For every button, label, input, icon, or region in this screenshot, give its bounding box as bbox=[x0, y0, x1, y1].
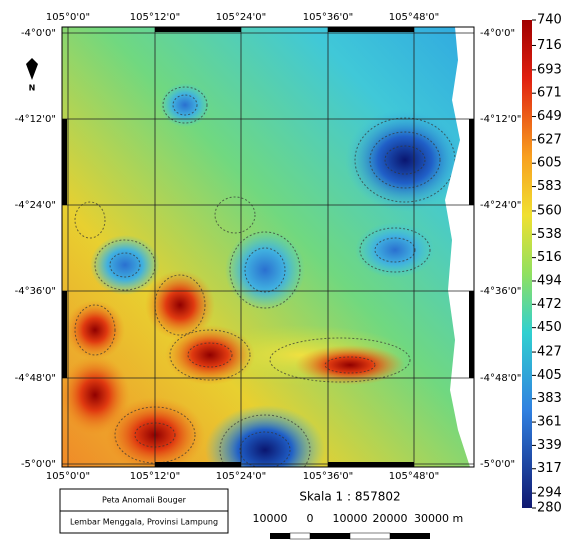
left-label: -4°48'0" bbox=[15, 373, 56, 384]
left-label: -5°0'0" bbox=[21, 459, 56, 470]
bottom-label: 105°12'0" bbox=[130, 471, 181, 482]
colorbar-label: 693 bbox=[537, 62, 562, 77]
legend-box: Peta Anomali Bouger Lembar Menggala, Pro… bbox=[60, 489, 228, 533]
colorbar-label: 450 bbox=[537, 320, 562, 335]
colorbar-label: 361 bbox=[537, 415, 562, 430]
scale-bar bbox=[270, 533, 430, 539]
colorbar-label: 339 bbox=[537, 438, 562, 453]
left-label: -4°12'0" bbox=[15, 114, 56, 125]
top-label: 105°12'0" bbox=[130, 12, 181, 23]
colorbar bbox=[522, 20, 532, 508]
right-label: -5°0'0" bbox=[480, 459, 515, 470]
right-label: -4°24'0" bbox=[480, 200, 521, 211]
scale-text: Skala 1 : 857802 bbox=[299, 490, 400, 504]
scale-label: 0 bbox=[307, 512, 314, 525]
colorbar-label: 317 bbox=[537, 461, 562, 476]
colorbar-label: 649 bbox=[537, 109, 562, 124]
colorbar-label: 583 bbox=[537, 179, 562, 194]
right-label: -4°0'0" bbox=[480, 28, 515, 39]
left-label: -4°24'0" bbox=[15, 200, 56, 211]
scale-label: 10000 bbox=[253, 512, 288, 525]
colorbar-label: 716 bbox=[537, 38, 562, 53]
top-label: 105°36'0" bbox=[303, 12, 354, 23]
right-label: -4°36'0" bbox=[480, 286, 521, 297]
bottom-label: 105°48'0" bbox=[389, 471, 440, 482]
colorbar-label: 405 bbox=[537, 368, 562, 383]
top-label: 105°24'0" bbox=[216, 12, 267, 23]
scale-label: 20000 bbox=[373, 512, 408, 525]
colorbar-label: 627 bbox=[537, 132, 562, 147]
north-arrow: N bbox=[26, 58, 38, 93]
bottom-label: 105°24'0" bbox=[216, 471, 267, 482]
colorbar-label: 671 bbox=[537, 86, 562, 101]
colorbar-label: 538 bbox=[537, 227, 562, 242]
colorbar-label: 280 bbox=[537, 501, 562, 516]
anomaly-map bbox=[60, 27, 474, 495]
left-label: -4°0'0" bbox=[21, 28, 56, 39]
colorbar-label: 605 bbox=[537, 156, 562, 171]
north-label: N bbox=[29, 84, 36, 93]
map-page: N Peta Anomali Bouger Lembar Menggala, P… bbox=[0, 0, 564, 540]
bottom-label: 105°0'0" bbox=[46, 471, 90, 482]
colorbar-label: 427 bbox=[537, 345, 562, 360]
colorbar-label: 740 bbox=[537, 13, 562, 28]
colorbar-label: 494 bbox=[537, 273, 562, 288]
colorbar-label: 516 bbox=[537, 250, 562, 265]
top-label: 105°0'0" bbox=[46, 12, 90, 23]
colorbar-label: 560 bbox=[537, 203, 562, 218]
scale-label: 30000 m bbox=[414, 512, 463, 525]
colorbar-label: 294 bbox=[537, 486, 562, 501]
legend-subtitle: Lembar Menggala, Provinsi Lampung bbox=[70, 518, 218, 527]
bottom-label: 105°36'0" bbox=[303, 471, 354, 482]
right-label: -4°48'0" bbox=[480, 373, 521, 384]
legend-title: Peta Anomali Bouger bbox=[102, 496, 187, 505]
right-label: -4°12'0" bbox=[480, 114, 521, 125]
colorbar-label: 472 bbox=[537, 297, 562, 312]
scale-label: 10000 bbox=[333, 512, 368, 525]
colorbar-label: 383 bbox=[537, 391, 562, 406]
top-label: 105°48'0" bbox=[389, 12, 440, 23]
left-label: -4°36'0" bbox=[15, 286, 56, 297]
